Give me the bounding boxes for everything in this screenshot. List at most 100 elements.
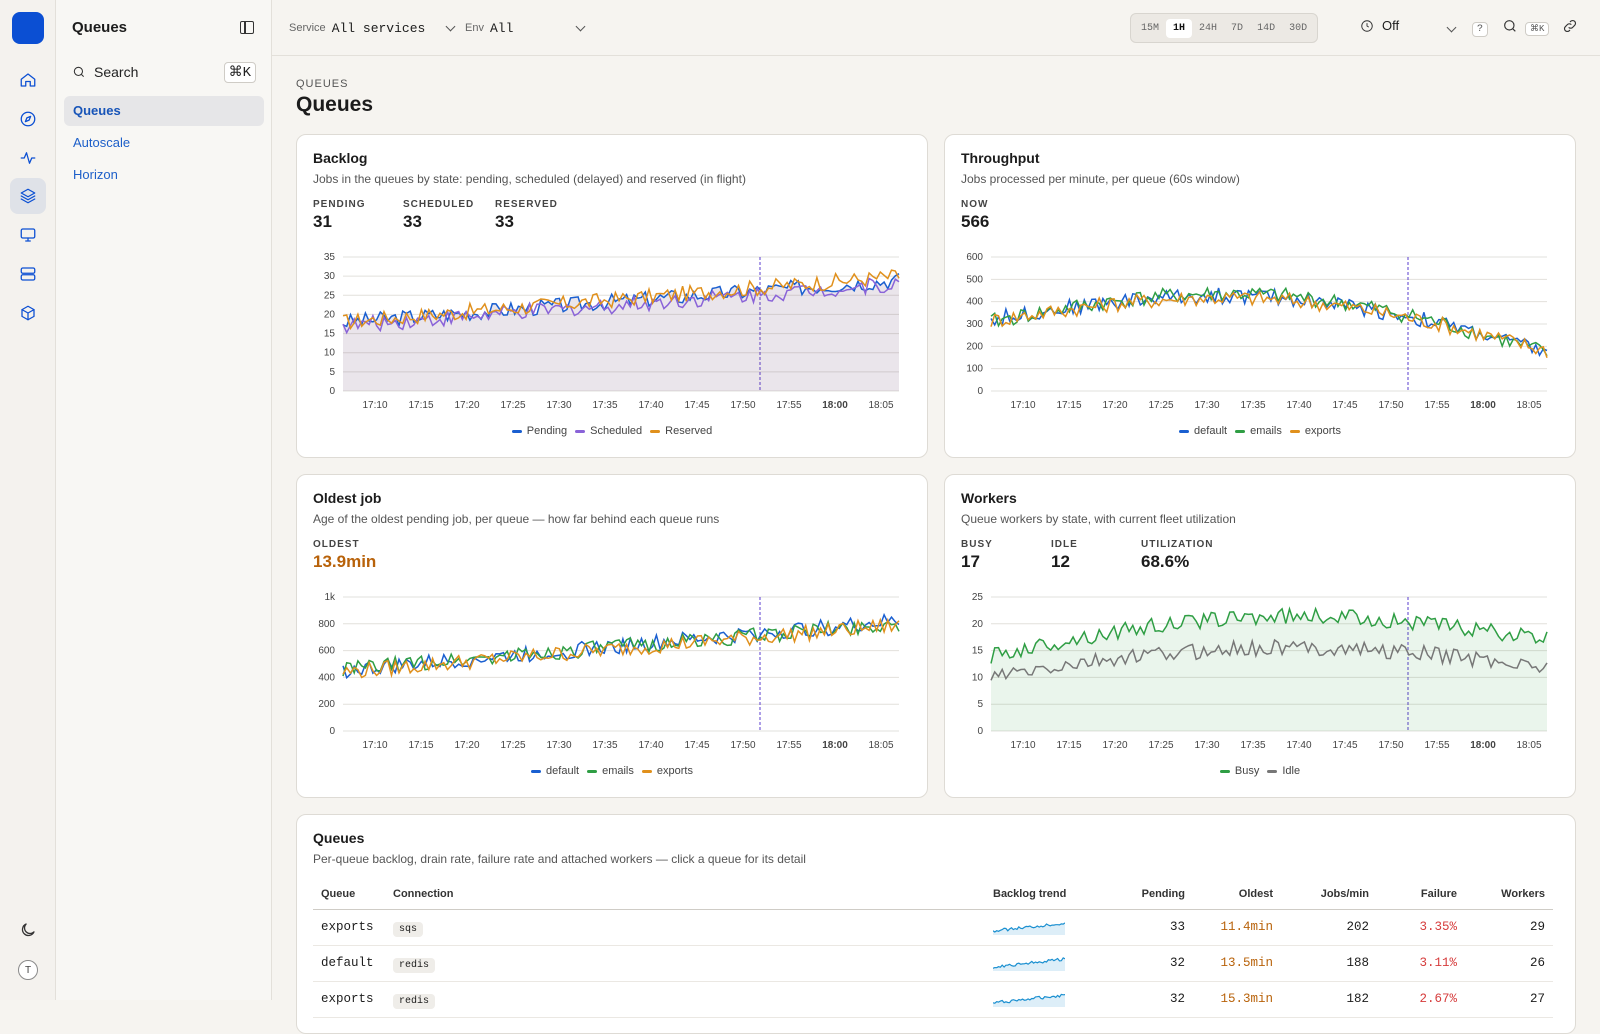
legend-item[interactable]: Pending — [511, 425, 567, 437]
legend-item[interactable]: Idle — [1267, 765, 1300, 777]
oldest-job-chart: 0 200 400 600 800 1k 17:10 17:15 17:20 17:25 17:30… — [318, 592, 900, 751]
compass-icon[interactable] — [10, 101, 46, 137]
sidebar-item-horizon[interactable]: Horizon — [73, 167, 118, 182]
legend-item[interactable]: default — [1179, 425, 1227, 437]
legend-item[interactable]: Reserved — [650, 425, 712, 437]
failure-value: 3.11% — [1377, 945, 1465, 982]
sidebar-item-autoscale[interactable]: Autoscale — [73, 135, 131, 150]
server-icon[interactable] — [10, 256, 46, 292]
search-icon — [73, 66, 85, 78]
pending-value: 33 — [1093, 909, 1193, 946]
legend-item[interactable]: exports — [641, 765, 693, 777]
x-tick-label: 18:00 — [822, 740, 848, 751]
range-1h[interactable]: 1H — [1166, 18, 1193, 38]
x-tick-label: 17:15 — [1056, 740, 1081, 751]
x-tick-label: 17:45 — [684, 740, 709, 751]
series-line-emails — [990, 286, 1548, 357]
x-tick-label: 17:55 — [1424, 400, 1449, 411]
card-title: Queues — [313, 830, 365, 846]
series-line-idle — [990, 638, 1548, 681]
avatar[interactable]: T — [18, 960, 38, 980]
x-tick-label: 17:10 — [1010, 740, 1035, 751]
x-tick-label: 17:45 — [1332, 740, 1357, 751]
y-tick-label: 600 — [966, 252, 983, 263]
queue-name: default — [313, 945, 393, 982]
sidebar-nav: Queues Autoscale Horizon — [64, 96, 264, 192]
oldest-value: 11.4min — [1193, 909, 1281, 946]
app-logo[interactable] — [12, 12, 44, 44]
range-7d[interactable]: 7D — [1231, 22, 1244, 34]
table-row[interactable]: default redis 32 13.5min 188 3.11% 26 — [313, 945, 1553, 982]
column-header[interactable]: Connection — [393, 879, 993, 910]
legend-item[interactable]: Scheduled — [575, 425, 642, 437]
x-tick-label: 17:40 — [1286, 400, 1311, 411]
connection-badge: sqs — [393, 909, 993, 946]
link-icon[interactable] — [1562, 18, 1578, 39]
icon-rail: T — [0, 0, 56, 1000]
pending-value: 32 — [1093, 945, 1193, 982]
queues-table: Queue Connection Backlog trend Pending Oldes… — [313, 879, 1553, 1018]
x-tick-label: 17:25 — [1148, 400, 1173, 411]
card-subtitle: Jobs processed per minute, per queue (60… — [961, 172, 1240, 186]
legend-item[interactable]: exports — [1289, 425, 1341, 437]
auto-refresh-select[interactable]: Off — [1360, 18, 1457, 33]
workers-value: 26 — [1465, 945, 1553, 982]
range-30d[interactable]: 30D — [1289, 22, 1308, 34]
column-header[interactable]: Workers — [1465, 879, 1553, 910]
range-15m[interactable]: 15M — [1141, 22, 1160, 34]
queue-name: exports — [313, 909, 393, 946]
command-shortcut[interactable]: ⌘K — [1525, 22, 1550, 36]
sparkline-line — [992, 921, 1066, 933]
monitor-icon[interactable] — [10, 217, 46, 253]
home-icon[interactable] — [10, 62, 46, 98]
y-tick-label: 20 — [324, 309, 336, 320]
legend-item[interactable]: Busy — [1219, 765, 1259, 777]
x-tick-label: 17:15 — [408, 740, 433, 751]
x-tick-label: 17:20 — [454, 740, 479, 751]
x-tick-label: 17:45 — [684, 400, 709, 411]
chevron-down-icon — [1446, 22, 1457, 33]
y-tick-label: 20 — [972, 619, 984, 630]
workers-chart: 0 5 10 15 20 25 17:10 17:15 17:20 17:25 17:30 17:35… — [972, 592, 1548, 751]
activity-icon[interactable] — [10, 140, 46, 176]
service-select[interactable]: Service All services — [289, 17, 459, 39]
sidebar-search[interactable]: Search ⌘K — [68, 58, 260, 86]
x-tick-label: 17:45 — [1332, 400, 1357, 411]
legend-item[interactable]: emails — [1235, 425, 1282, 437]
sidebar-collapse-icon[interactable] — [240, 21, 254, 34]
column-header[interactable]: Jobs/min — [1281, 879, 1377, 910]
column-header[interactable]: Oldest — [1193, 879, 1281, 910]
throughput-card: Throughput Jobs processed per minute, pe… — [944, 134, 1576, 458]
range-14d[interactable]: 14D — [1257, 22, 1276, 34]
help-button[interactable]: ? — [1472, 22, 1489, 37]
x-tick-label: 17:40 — [638, 740, 663, 751]
service-value: All services — [331, 20, 426, 36]
card-title: Workers — [961, 490, 1017, 506]
legend-item[interactable]: default — [531, 765, 579, 777]
env-select[interactable]: Env All — [465, 17, 595, 39]
chart-legend: default emails exports — [297, 765, 927, 777]
y-tick-label: 0 — [329, 726, 335, 737]
y-tick-label: 35 — [324, 252, 336, 263]
table-row[interactable]: exports redis 32 15.3min 182 2.67% 27 — [313, 981, 1553, 1018]
column-header[interactable]: Queue — [313, 879, 393, 910]
box-icon[interactable] — [10, 295, 46, 331]
x-tick-label: 17:35 — [1240, 740, 1265, 751]
layers-icon[interactable] — [10, 178, 46, 214]
sidebar-item-queues[interactable]: Queues — [64, 96, 264, 126]
y-tick-label: 600 — [318, 646, 335, 657]
search-shortcut: ⌘K — [223, 61, 256, 83]
table-row[interactable]: exports sqs 33 11.4min 202 3.35% 29 — [313, 909, 1553, 946]
search-icon[interactable] — [1502, 18, 1518, 39]
x-tick-label: 17:50 — [1378, 400, 1403, 411]
x-tick-label: 18:05 — [1516, 740, 1541, 751]
column-header[interactable]: Failure — [1377, 879, 1465, 910]
y-tick-label: 10 — [324, 348, 336, 359]
sparkline-area — [993, 957, 1065, 971]
range-24h[interactable]: 24H — [1199, 22, 1218, 34]
column-header[interactable]: Pending — [1093, 879, 1193, 910]
moon-icon[interactable] — [10, 912, 46, 948]
series-line-reserved — [342, 269, 900, 331]
legend-item[interactable]: emails — [587, 765, 634, 777]
column-header[interactable]: Backlog trend — [993, 879, 1093, 910]
